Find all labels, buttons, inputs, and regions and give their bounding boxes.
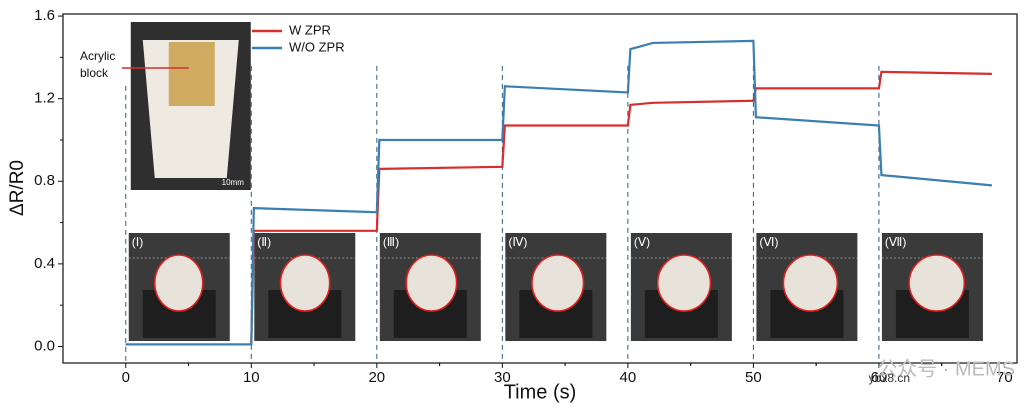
x-tick-label: 10 <box>243 369 260 386</box>
phase-label: (Ⅵ) <box>759 235 778 249</box>
cup-top <box>531 254 585 312</box>
y-tick-label: 1.6 <box>34 7 55 24</box>
x-tick-label: 40 <box>620 369 637 386</box>
legend-label: W ZPR <box>289 22 331 37</box>
y-tick-label: 0.8 <box>34 172 55 189</box>
electrode <box>168 42 215 106</box>
phase-label: (Ⅲ) <box>383 235 399 249</box>
inset-annotation: block <box>80 66 109 80</box>
cup-top <box>279 254 331 312</box>
x-tick-label: 50 <box>745 369 762 386</box>
watermark: 公众号 · MEMS <box>877 357 1015 380</box>
y-tick-label: 0.4 <box>34 255 55 272</box>
phase-label: (Ⅳ) <box>508 235 527 249</box>
phase-label: (Ⅶ) <box>885 235 906 249</box>
phase-label: (Ⅴ) <box>634 235 650 249</box>
series-line <box>125 70 992 346</box>
plot-frame <box>62 13 1018 364</box>
legend-label: W/O ZPR <box>289 39 345 54</box>
cup-top <box>656 254 712 312</box>
series-line <box>125 39 992 346</box>
cup-top <box>153 254 204 312</box>
x-tick-label: 70 <box>996 369 1013 386</box>
x-tick-label: 60 <box>871 369 888 386</box>
inset-scale: 10mm <box>222 178 245 187</box>
cup-top <box>782 254 839 312</box>
cup-top <box>405 254 458 312</box>
cup-top <box>908 254 966 312</box>
y-axis-label: ΔR/R0 <box>7 160 28 216</box>
x-tick-label: 0 <box>122 369 130 386</box>
y-tick-label: 1.2 <box>34 90 55 107</box>
x-tick-label: 30 <box>494 369 511 386</box>
x-tick-label: 20 <box>368 369 385 386</box>
y-tick-label: 0.0 <box>34 337 55 354</box>
x-axis-label: Time (s) <box>504 381 577 403</box>
inset-annotation: Acrylic <box>80 49 115 63</box>
watermark: ybx8.cn <box>869 371 910 385</box>
phase-label: (Ⅰ) <box>132 235 144 249</box>
phase-label: (Ⅱ) <box>257 235 271 249</box>
